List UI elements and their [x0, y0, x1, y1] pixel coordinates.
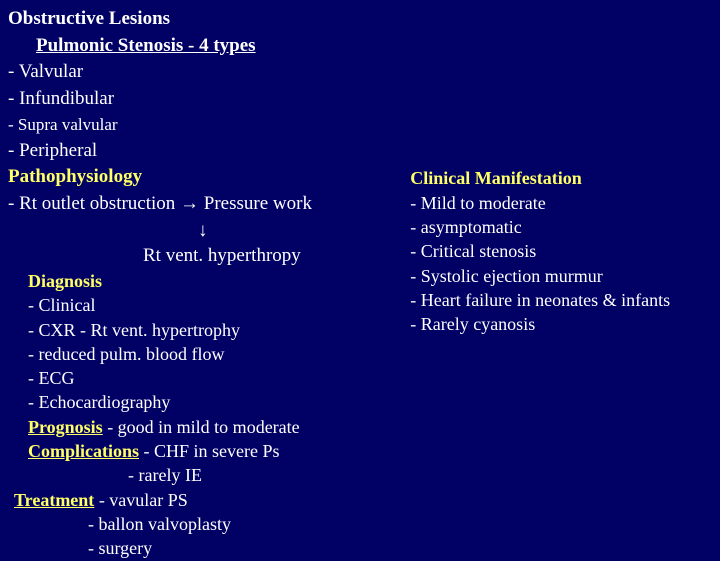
type-item: - Infundibular: [8, 86, 712, 113]
complications-text: - CHF in severe Ps: [139, 441, 280, 461]
down-arrow-icon: ↓: [8, 218, 402, 244]
main-title: Obstructive Lesions: [8, 6, 712, 33]
pathophysiology-heading: Pathophysiology: [8, 164, 402, 191]
complications-item: - rarely IE: [8, 463, 402, 487]
prognosis-line: Prognosis - good in mild to moderate: [8, 415, 402, 439]
right-column: Clinical Manifestation - Mild to moderat…: [402, 164, 712, 560]
type-item: - Supra valvular: [8, 112, 712, 138]
left-column: Pathophysiology - Rt outlet obstruction …: [8, 164, 402, 560]
type-item: - Peripheral: [8, 138, 712, 165]
patho-result: Rt vent. hyperthropy: [8, 243, 402, 269]
diag-item: - Clinical: [8, 293, 402, 317]
treatment-text: - vavular PS: [94, 490, 188, 510]
subtitle: Pulmonic Stenosis - 4 types: [36, 33, 712, 60]
clinical-item: - Rarely cyanosis: [410, 312, 712, 336]
clinical-item: - asymptomatic: [410, 215, 712, 239]
diag-item: - CXR - Rt vent. hypertrophy: [8, 318, 402, 342]
heading-label: Diagnosis: [28, 271, 102, 291]
clinical-item: - Heart failure in neonates & infants: [410, 288, 712, 312]
clinical-item: - Critical stenosis: [410, 239, 712, 263]
treatment-item: - ballon valvoplasty: [8, 512, 402, 536]
prognosis-text: - good in mild to moderate: [103, 417, 300, 437]
heading-label: Pathophysiology: [8, 166, 142, 187]
type-item: - Valvular: [8, 59, 712, 86]
heading-label: Treatment: [14, 490, 94, 510]
two-column-layout: Pathophysiology - Rt outlet obstruction …: [8, 164, 712, 560]
patho-line: - Rt outlet obstruction → Pressure work: [8, 191, 402, 218]
diagnosis-heading: Diagnosis: [8, 269, 402, 293]
diag-item: - Echocardiography: [8, 390, 402, 414]
heading-label: Clinical Manifestation: [410, 168, 582, 188]
diag-item: - reduced pulm. blood flow: [8, 342, 402, 366]
complications-line: Complications - CHF in severe Ps: [8, 439, 402, 463]
treatment-line: Treatment - vavular PS: [8, 488, 402, 512]
clinical-heading: Clinical Manifestation: [410, 166, 712, 190]
heading-label: Complications: [28, 441, 139, 461]
heading-label: Prognosis: [28, 417, 103, 437]
diag-item: - ECG: [8, 366, 402, 390]
clinical-item: - Systolic ejection murmur: [410, 264, 712, 288]
slide-container: Obstructive Lesions Pulmonic Stenosis - …: [0, 0, 720, 540]
clinical-item: - Mild to moderate: [410, 191, 712, 215]
